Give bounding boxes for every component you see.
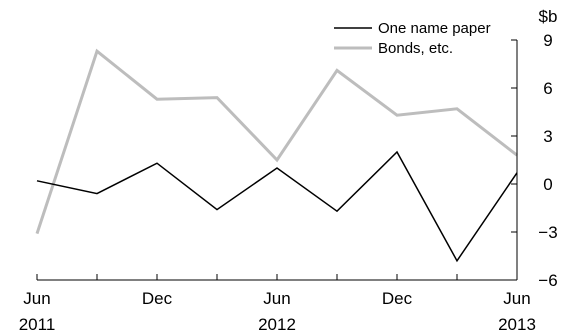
y-tick-label: 9 xyxy=(543,31,552,50)
x-tick-year-label: 2013 xyxy=(498,315,536,334)
legend-label: One name paper xyxy=(378,20,491,37)
y-tick-label: 0 xyxy=(543,175,552,194)
y-tick-label: −6 xyxy=(538,271,557,290)
legend-label: Bonds, etc. xyxy=(378,40,453,57)
y-axis-unit-label: $b xyxy=(539,7,558,26)
x-tick-label: Jun xyxy=(23,289,50,308)
x-tick-year-label: 2011 xyxy=(19,315,56,334)
x-tick-label: Dec xyxy=(382,289,413,308)
x-tick-label: Jun xyxy=(263,289,290,308)
series-layer xyxy=(35,48,518,263)
series-line-one-name-paper xyxy=(36,150,518,263)
ticks-layer: Jun 2011 Dec Jun 2012 Dec Jun 2013 −6 −3 0 3 6 9 xyxy=(19,31,558,334)
y-tick-label: 3 xyxy=(543,127,552,146)
x-tick-label: Dec xyxy=(142,289,173,308)
y-tick-label: −3 xyxy=(538,223,557,242)
legend: One name paper Bonds, etc. xyxy=(334,20,491,57)
series-line-bonds-etc xyxy=(35,48,518,235)
x-tick-label: Jun xyxy=(503,289,530,308)
y-tick-label: 6 xyxy=(543,79,552,98)
x-tick-year-label: 2012 xyxy=(258,315,296,334)
